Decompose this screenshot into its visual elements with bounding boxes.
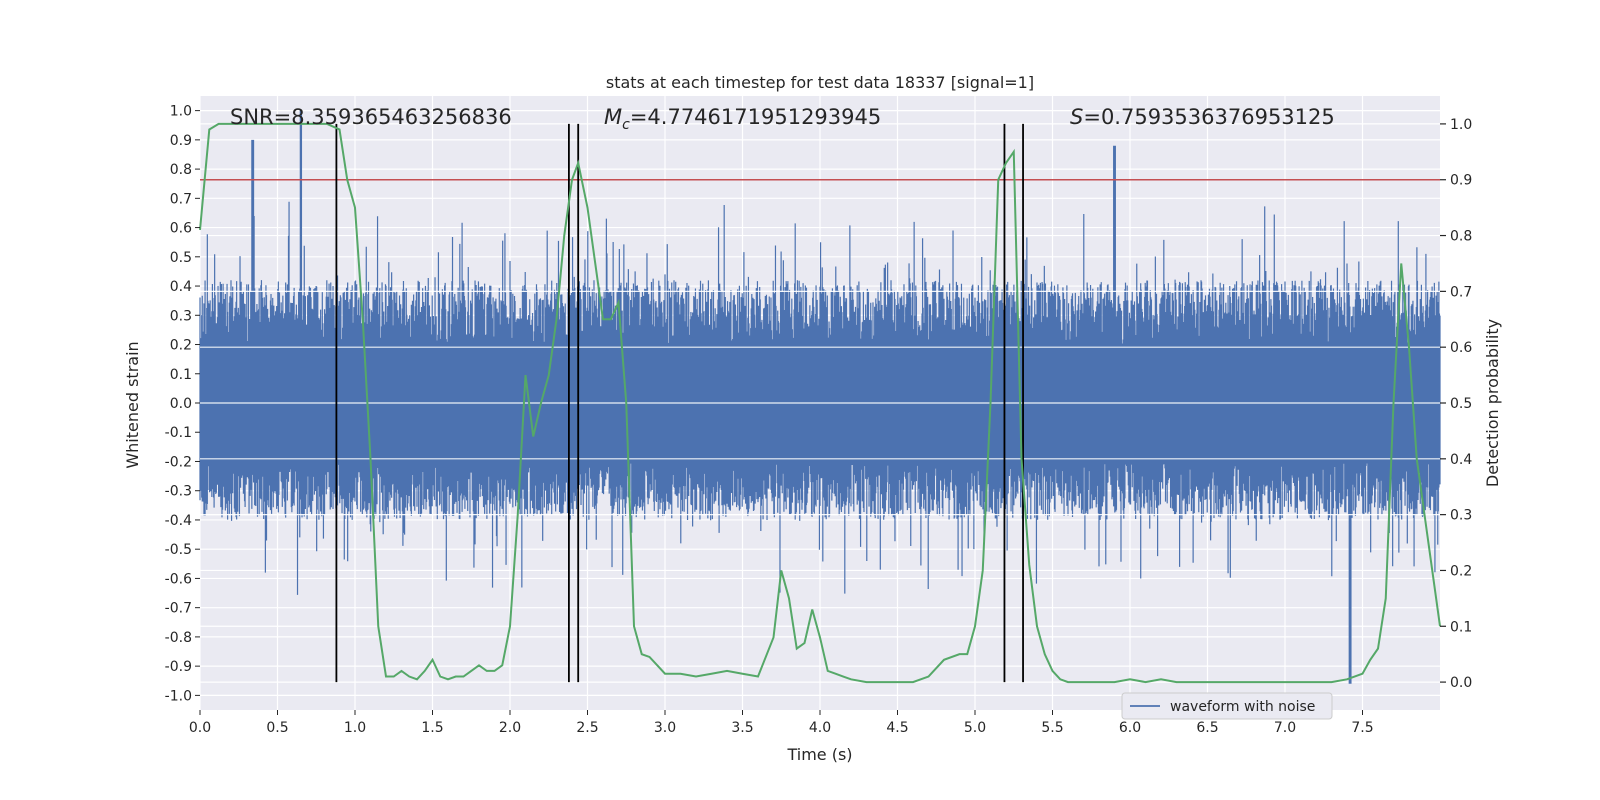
y-left-tick-label: 0.1 xyxy=(170,367,192,383)
x-axis-label: Time (s) xyxy=(786,745,852,764)
y-left-tick-label: 0.5 xyxy=(170,250,192,266)
y-left-tick-label: -0.7 xyxy=(165,601,192,617)
mc-subscript: c xyxy=(622,117,630,133)
waveform-series xyxy=(199,110,1441,684)
s-symbol: S xyxy=(1070,105,1083,129)
x-tick-label: 5.5 xyxy=(1041,720,1063,736)
y-left-tick-label: 0.8 xyxy=(170,162,192,178)
x-tick-label: 5.0 xyxy=(964,720,986,736)
y-left-ticks: -1.0 -0.9 -0.8 -0.7 -0.6 -0.5 -0.4 -0.3 -0.2 -0.1… xyxy=(165,104,200,704)
probability-line xyxy=(199,122,1441,684)
x-tick-label: 6.5 xyxy=(1196,720,1218,736)
y-left-tick-label: -0.2 xyxy=(165,454,192,470)
y-right-tick-label: 1.0 xyxy=(1450,117,1472,133)
y-right-axis-label: Detection probability xyxy=(1483,319,1502,487)
legend-box xyxy=(1121,692,1333,720)
probability-series xyxy=(199,122,1441,684)
y-left-tick-label: 0.4 xyxy=(170,279,192,295)
y-left-tick-label: 0.3 xyxy=(170,308,192,324)
y-left-tick-label: -0.3 xyxy=(165,484,192,500)
y-right-tick-label: 0.2 xyxy=(1450,563,1472,579)
y-right-tick-label: 0.5 xyxy=(1450,396,1472,412)
y-left-tick-label: 1.0 xyxy=(170,104,192,120)
chart-title: stats at each timestep for test data 183… xyxy=(606,73,1034,92)
y-left-tick-label: -0.9 xyxy=(165,659,192,675)
y-right-tick-label: 0.3 xyxy=(1450,508,1472,524)
legend: waveform with noise xyxy=(1121,692,1333,720)
y-right-tick-label: 0.9 xyxy=(1450,173,1472,189)
x-tick-label: 7.0 xyxy=(1274,720,1296,736)
y-right-tick-label: 0.7 xyxy=(1450,284,1472,300)
y-left-tick-label: 0.0 xyxy=(170,396,192,412)
y-right-ticks: 0.0 0.1 0.2 0.3 0.4 0.5 0.6 0.7 0.8 0.9 1.0 xyxy=(1440,117,1472,691)
y-left-tick-label: 0.9 xyxy=(170,133,192,149)
y-left-tick-label: 0.7 xyxy=(170,191,192,207)
y-left-tick-label: -0.8 xyxy=(165,630,192,646)
y-left-tick-label: -1.0 xyxy=(165,688,192,704)
y-left-axis-label: Whitened strain xyxy=(123,341,142,468)
x-tick-label: 2.0 xyxy=(499,720,521,736)
y-left-tick-label: -0.1 xyxy=(165,425,192,441)
x-tick-label: 4.5 xyxy=(886,720,908,736)
legend-label: waveform with noise xyxy=(1170,699,1315,715)
y-left-tick-label: -0.5 xyxy=(165,542,192,558)
vertical-markers xyxy=(335,123,1024,683)
x-tick-label: 6.0 xyxy=(1119,720,1141,736)
y-left-tick-label: 0.6 xyxy=(170,221,192,237)
x-tick-label: 0.5 xyxy=(266,720,288,736)
mc-symbol: M xyxy=(604,105,622,129)
x-tick-label: 7.5 xyxy=(1351,720,1373,736)
y-left-tick-label: -0.4 xyxy=(165,513,192,529)
mc-value: =4.7746171951293945 xyxy=(630,105,881,129)
x-tick-label: 1.5 xyxy=(421,720,443,736)
y-right-tick-label: 0.0 xyxy=(1450,675,1472,691)
s-value: =0.7593536376953125 xyxy=(1083,105,1334,129)
x-axis-ticks: 0.0 0.5 1.0 1.5 2.0 2.5 3.0 3.5 4.0 4.5 5.0 5.5 6.0 6… xyxy=(189,710,1374,736)
y-left-tick-label: -0.6 xyxy=(165,571,192,587)
snr-annotation: SNR=8.359365463256836 xyxy=(230,105,512,129)
s-annotation: S=0.7593536376953125 xyxy=(1070,105,1335,129)
y-right-tick-label: 0.8 xyxy=(1450,229,1472,245)
x-tick-label: 3.0 xyxy=(654,720,676,736)
x-tick-label: 4.0 xyxy=(809,720,831,736)
mc-annotation: Mc=4.7746171951293945 xyxy=(604,105,881,133)
x-tick-label: 2.5 xyxy=(576,720,598,736)
x-tick-label: 1.0 xyxy=(344,720,366,736)
y-right-tick-label: 0.4 xyxy=(1450,452,1472,468)
x-tick-label: 3.5 xyxy=(731,720,753,736)
y-right-tick-label: 0.1 xyxy=(1450,619,1472,635)
x-tick-label: 0.0 xyxy=(189,720,211,736)
y-left-tick-label: 0.2 xyxy=(170,338,192,354)
y-right-tick-label: 0.6 xyxy=(1450,340,1472,356)
